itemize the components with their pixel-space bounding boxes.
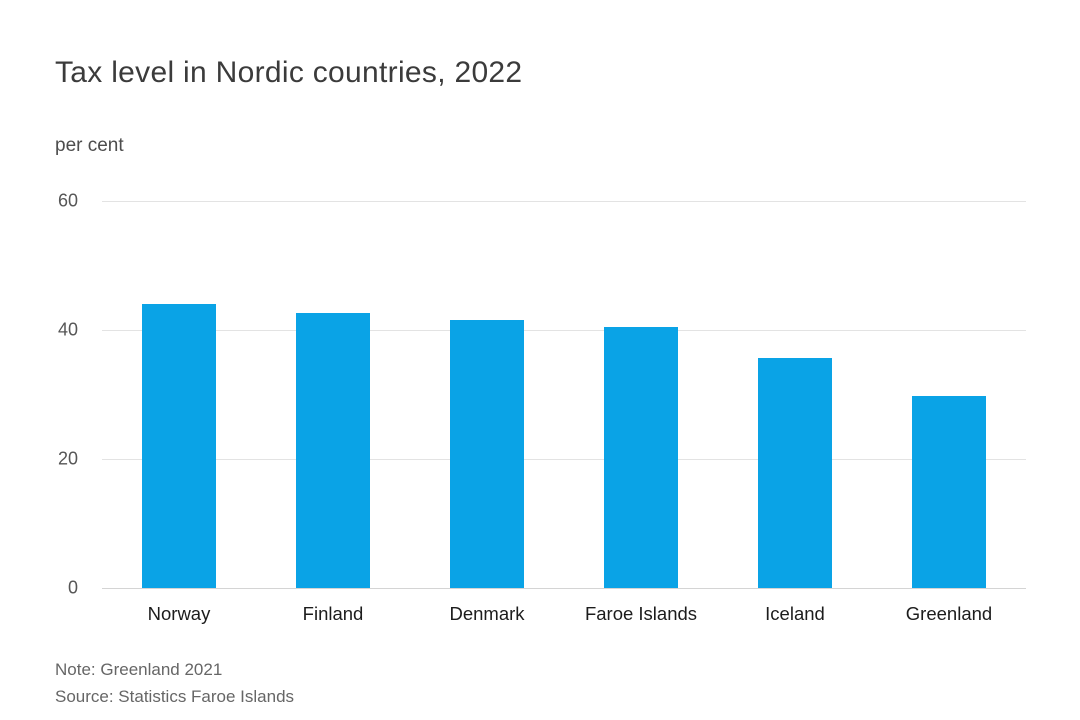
x-label-finland: Finland [302, 603, 364, 624]
y-tick-label-60: 60 [57, 190, 78, 211]
bar-faroe-islands [604, 327, 678, 588]
gridlines [102, 201, 1026, 589]
bar-denmark [450, 320, 524, 588]
x-axis-line [102, 588, 1026, 589]
gridline-40 [102, 330, 1026, 331]
x-label-denmark: Denmark [449, 603, 525, 624]
bar-slot-greenland [872, 201, 1026, 588]
y-axis-ticks: 0 20 40 60 [40, 192, 78, 597]
source-text: Source: Statistics Faroe Islands [55, 687, 295, 706]
gridline-20 [102, 459, 1026, 460]
bar-norway [142, 304, 216, 588]
bar-slot-faroe-islands [564, 201, 718, 588]
bar-greenland [912, 395, 986, 588]
note-text: Note: Greenland 2021 [55, 660, 223, 679]
bar-slot-denmark [410, 201, 564, 588]
y-tick-label-0: 0 [67, 577, 78, 598]
bar-slot-norway [102, 201, 256, 588]
bar-iceland [758, 357, 832, 588]
y-tick-label-20: 20 [57, 448, 78, 469]
bar-finland [296, 313, 370, 588]
plot-area [102, 201, 1026, 589]
gridline-60 [102, 201, 1026, 202]
bar-slot-iceland [718, 201, 872, 588]
x-label-faroe-islands: Faroe Islands [584, 603, 698, 624]
footnotes: Note: Greenland 2021 Source: Statistics … [55, 656, 294, 710]
bar-slot-finland [256, 201, 410, 588]
y-tick-label-40: 40 [57, 319, 78, 340]
y-axis-unit-label: per cent [55, 135, 124, 156]
x-label-greenland: Greenland [905, 603, 993, 624]
x-axis-labels: Norway Finland Denmark Faroe Islands Iceland… [102, 601, 1026, 627]
bars [102, 201, 1026, 588]
chart-title: Tax level in Nordic countries, 2022 [55, 56, 523, 89]
x-label-norway: Norway [147, 603, 211, 624]
x-label-iceland: Iceland [765, 603, 825, 624]
